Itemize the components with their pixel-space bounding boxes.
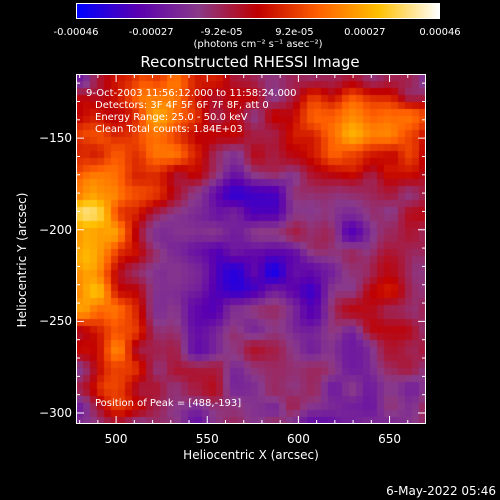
colorbar-tick-label: -9.2e-05 xyxy=(200,27,243,38)
colorbar-tick-label: 9.2e-05 xyxy=(275,27,314,38)
annotation-peak: Position of Peak = [488,-193] xyxy=(95,398,242,409)
annotation-method: Clean Total counts: 1.84E+03 xyxy=(95,124,243,135)
x-tick-label: 500 xyxy=(104,432,128,446)
colorbar xyxy=(76,3,440,19)
image-plot-area: 9-Oct-2003 11:56:12.000 to 11:58:24.000 … xyxy=(76,74,426,424)
y-tick-label: −150 xyxy=(39,131,72,146)
annotation-time: 9-Oct-2003 11:56:12.000 to 11:58:24.000 xyxy=(86,88,297,99)
plot-axes xyxy=(76,74,426,424)
annotation-energy: Energy Range: 25.0 - 50.0 keV xyxy=(95,112,248,123)
y-axis-label: Heliocentric Y (arcsec) xyxy=(15,192,29,328)
x-tick-label: 650 xyxy=(378,432,401,446)
y-tick-label: −200 xyxy=(39,222,72,237)
annotation-detectors: Detectors: 3F 4F 5F 6F 7F 8F, att 0 xyxy=(95,100,269,111)
plot-frame xyxy=(76,74,426,424)
colorbar-tick-label: -0.00027 xyxy=(128,27,174,38)
colorbar-tick-label: 0.00027 xyxy=(344,27,386,38)
colorbar-units: (photons cm⁻² s⁻¹ asec⁻²) xyxy=(193,39,323,50)
heatmap-image xyxy=(76,74,426,424)
y-tick-label: −300 xyxy=(39,406,72,420)
chart-title: Reconstructed RHESSI Image xyxy=(140,53,360,71)
y-tick-label: −250 xyxy=(39,314,72,329)
colorbar-tick-label: -0.00046 xyxy=(53,27,99,38)
x-axis-label: Heliocentric X (arcsec) xyxy=(183,448,319,462)
colorbar-tick-label: 0.00046 xyxy=(419,27,461,38)
footer-timestamp: 6-May-2022 05:46 xyxy=(386,484,496,498)
x-tick-label: 600 xyxy=(286,432,310,446)
x-tick-label: 550 xyxy=(195,432,219,446)
